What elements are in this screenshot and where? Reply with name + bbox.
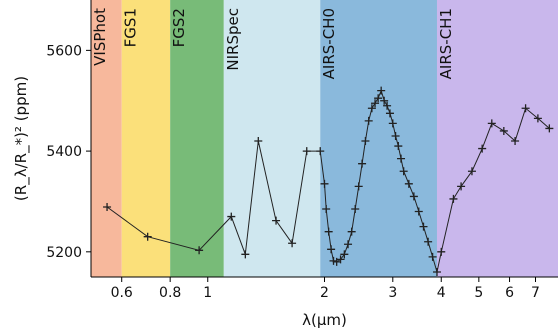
data-point-9 — [316, 147, 325, 156]
data-point-42 — [428, 252, 437, 261]
data-point-5 — [254, 137, 263, 146]
band-3 — [223, 0, 321, 277]
data-point-18 — [344, 240, 353, 249]
y-tick-label-0: 5200 — [46, 245, 82, 261]
data-point-4 — [241, 250, 250, 259]
data-point-50 — [499, 126, 508, 135]
data-point-11 — [322, 205, 331, 214]
data-point-40 — [419, 222, 428, 231]
data-point-29 — [380, 96, 389, 105]
data-point-43 — [432, 267, 441, 276]
x-tick-label-7: 6 — [505, 285, 514, 301]
band-0 — [91, 0, 122, 277]
band-label-0: VISPhot — [91, 8, 109, 66]
data-point-41 — [424, 237, 433, 246]
data-point-32 — [388, 119, 397, 128]
data-point-2 — [195, 246, 204, 255]
data-point-22 — [358, 159, 367, 168]
data-point-7 — [288, 239, 297, 248]
axes: 0.6 0.8 1 2 3 4 5 6 7 5200 5400 5600 — [46, 0, 558, 301]
data-point-54 — [545, 124, 554, 133]
data-point-33 — [391, 131, 400, 140]
data-point-20 — [351, 205, 360, 214]
band-label-2: FGS2 — [170, 8, 188, 47]
data-point-47 — [467, 167, 476, 176]
data-point-23 — [361, 137, 370, 146]
data-point-45 — [449, 194, 458, 203]
data-point-48 — [478, 144, 487, 153]
data-point-39 — [414, 207, 423, 216]
data-point-51 — [511, 137, 520, 146]
instrument-bands — [91, 0, 558, 277]
band-1 — [121, 0, 171, 277]
band-label-5: AIRS-CH1 — [437, 8, 455, 79]
data-point-49 — [487, 119, 496, 128]
data-point-24 — [364, 116, 373, 125]
data-point-17 — [340, 250, 349, 259]
data-point-25 — [367, 104, 376, 113]
band-labels: VISPhot FGS1 FGS2 NIRSpec AIRS-CH0 AIRS-CH1 — [91, 8, 455, 79]
y-axis-label: (R_λ/R_*)² (ppm) — [12, 76, 31, 201]
data-point-30 — [383, 101, 392, 110]
band-2 — [170, 0, 224, 277]
data-point-21 — [354, 182, 363, 191]
data-point-16 — [336, 255, 345, 264]
data-point-1 — [143, 232, 152, 241]
x-tick-label-2: 1 — [203, 285, 212, 301]
x-axis-label: λ(μm) — [302, 311, 347, 329]
data-point-53 — [533, 114, 542, 123]
data-point-46 — [457, 182, 466, 191]
band-label-1: FGS1 — [122, 8, 140, 47]
band-label-4: AIRS-CH0 — [320, 8, 338, 79]
data-point-12 — [324, 227, 333, 236]
data-point-19 — [347, 227, 356, 236]
x-tick-label-4: 3 — [388, 285, 397, 301]
data-point-3 — [227, 212, 236, 221]
x-tick-label-1: 0.8 — [159, 285, 181, 301]
y-tick-label-1: 5400 — [46, 144, 82, 160]
x-tick-label-0: 0.6 — [111, 285, 133, 301]
data-point-27 — [374, 94, 383, 103]
x-tick-label-3: 2 — [320, 285, 329, 301]
data-point-38 — [409, 192, 418, 201]
data-point-35 — [397, 154, 406, 163]
x-tick-label-6: 5 — [474, 285, 483, 301]
data-point-26 — [371, 99, 380, 108]
data-point-6 — [272, 216, 281, 225]
band-label-3: NIRSpec — [224, 8, 242, 71]
data-point-13 — [327, 245, 336, 254]
data-point-28 — [377, 86, 386, 95]
data-point-10 — [320, 179, 329, 188]
data-point-34 — [394, 142, 403, 151]
data-series — [103, 86, 554, 276]
data-point-31 — [385, 109, 394, 118]
data-point-0 — [103, 202, 112, 211]
band-4 — [320, 0, 437, 277]
band-5 — [436, 0, 558, 277]
data-point-8 — [302, 147, 311, 156]
x-tick-label-5: 4 — [437, 285, 446, 301]
data-point-44 — [437, 247, 446, 256]
x-tick-label-8: 7 — [531, 285, 540, 301]
y-tick-label-2: 5600 — [46, 43, 82, 59]
data-point-37 — [404, 179, 413, 188]
data-point-52 — [521, 104, 530, 113]
data-point-36 — [399, 167, 408, 176]
